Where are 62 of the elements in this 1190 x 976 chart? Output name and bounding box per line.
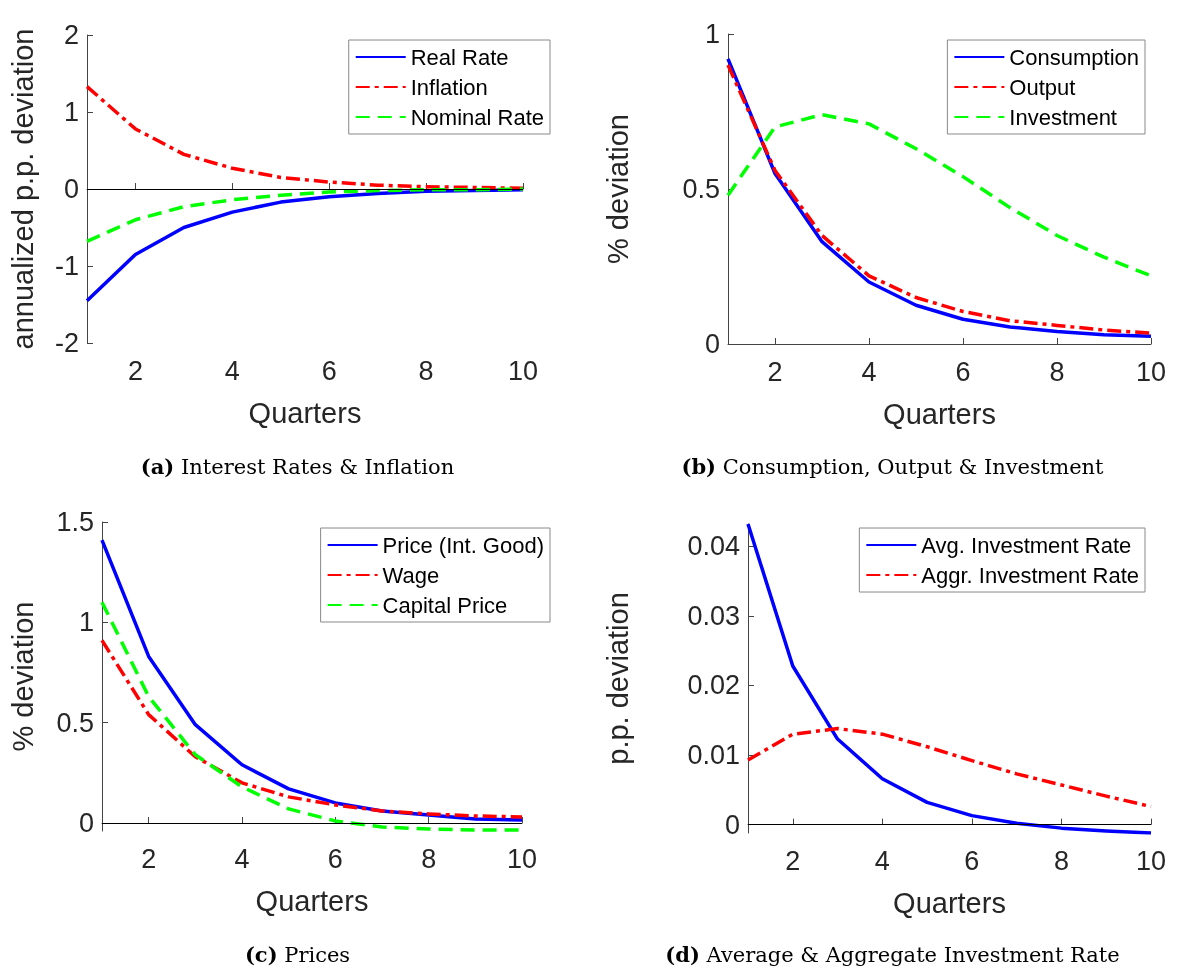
legend-label: Aggr. Investment Rate	[921, 562, 1139, 588]
x-tick-label: 6	[327, 843, 343, 874]
x-axis-title: Quarters	[893, 886, 1006, 919]
x-tick-label: 6	[321, 355, 337, 386]
legend-label: Avg. Investment Rate	[921, 532, 1132, 558]
x-axis-title: Quarters	[883, 397, 996, 430]
y-tick-label: 1	[63, 97, 79, 127]
y-tick-label: 0.5	[682, 174, 720, 204]
x-tick-label: 10	[507, 355, 539, 386]
y-axis-title: % deviation	[6, 601, 39, 752]
x-tick-label: 10	[1135, 356, 1167, 387]
x-tick-label: 10	[1135, 845, 1167, 876]
y-tick-label: 0	[78, 807, 94, 838]
y-axis-title: p.p. deviation	[601, 592, 634, 765]
y-tick-label: 1	[704, 19, 720, 49]
line-series	[100, 638, 524, 819]
x-tick-label: 2	[141, 843, 157, 874]
y-tick-label: 2	[63, 20, 79, 50]
x-tick-label: 4	[874, 845, 890, 876]
legend-label: Investment	[1009, 104, 1117, 130]
y-tick-label: -1	[54, 251, 79, 281]
x-tick-label: 2	[767, 356, 783, 387]
x-axis-title: Quarters	[255, 884, 369, 917]
x-tick-label: 6	[955, 356, 971, 387]
x-tick-label: 10	[506, 843, 538, 874]
legend-label: Nominal Rate	[410, 104, 544, 130]
x-axis-title: Quarters	[248, 396, 362, 429]
y-tick-label: 0.03	[687, 600, 740, 631]
x-tick-label: 8	[1049, 356, 1065, 387]
text: (c) Prices	[244, 942, 351, 967]
legend-label: Price (Int. Good)	[382, 532, 544, 558]
y-tick-label: 1	[78, 607, 94, 638]
legend-label: Inflation	[410, 74, 488, 100]
x-tick-label: 8	[418, 355, 434, 386]
x-tick-label: 4	[861, 356, 877, 387]
text: (a) Interest Rates & Inflation	[140, 454, 455, 479]
legend-label: Output	[1009, 74, 1076, 100]
y-axis-title: % deviation	[601, 114, 634, 264]
x-tick-label: 4	[234, 843, 250, 874]
y-tick-label: 0	[724, 809, 740, 840]
x-tick-label: 8	[421, 843, 437, 874]
y-axis-title: annualized p.p. deviation	[6, 28, 39, 350]
text: (b) Consumption, Output & Investment	[681, 454, 1105, 479]
y-tick-label: 0.5	[56, 707, 94, 738]
legend-label: Real Rate	[410, 44, 509, 70]
y-tick-label: 0	[704, 329, 720, 359]
text: (d) Average & Aggregate Investment Rate	[665, 942, 1120, 967]
legend-label: Wage	[382, 562, 440, 588]
y-tick-label: 0.04	[687, 531, 740, 562]
legend-label: Consumption	[1009, 44, 1140, 70]
x-tick-label: 8	[1053, 845, 1069, 876]
x-tick-label: 4	[224, 355, 240, 386]
y-tick-label: 0.02	[687, 670, 740, 701]
x-tick-label: 2	[785, 845, 801, 876]
line-series	[746, 522, 1153, 835]
y-tick-label: 1.5	[56, 507, 94, 537]
y-tick-label: -2	[54, 328, 79, 358]
y-tick-label: 0.01	[687, 740, 740, 771]
x-tick-label: 2	[127, 355, 143, 386]
y-tick-label: 0	[63, 174, 79, 204]
x-tick-label: 6	[964, 845, 980, 876]
legend-label: Capital Price	[382, 592, 508, 618]
